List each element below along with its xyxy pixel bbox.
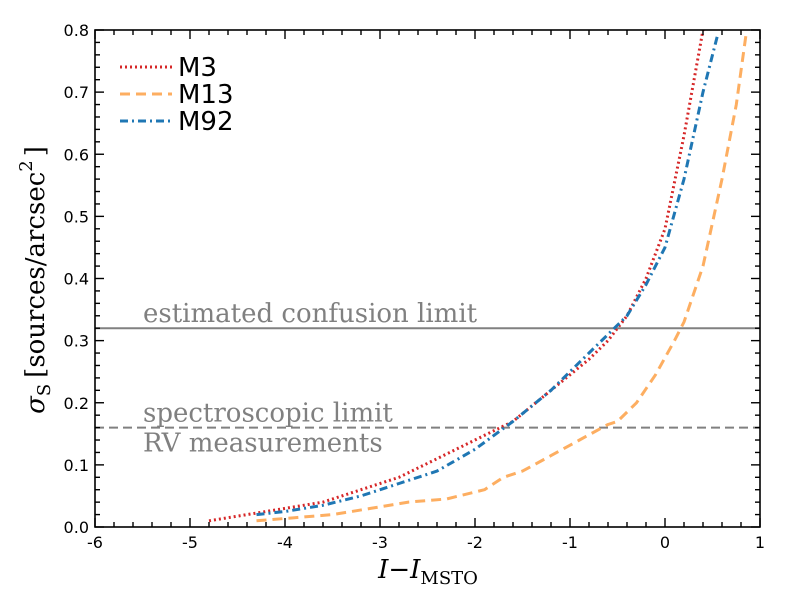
x-tick-label: -6	[87, 533, 103, 552]
x-tick-label: 0	[660, 533, 670, 552]
y-tick-label: 0.4	[64, 270, 89, 289]
y-tick-label: 0.5	[64, 207, 89, 226]
spectroscopic-limit-label: spectroscopic limit	[143, 399, 393, 429]
x-axis-title: I−IMSTO	[377, 555, 478, 589]
x-tick-label: -4	[277, 533, 293, 552]
legend-label-m92: M92	[178, 107, 234, 137]
y-tick-label: 0.1	[64, 456, 89, 475]
confusion-limit-label: estimated confusion limit	[143, 299, 478, 329]
x-tick-label: 1	[755, 533, 765, 552]
x-tick-label: -3	[372, 533, 388, 552]
x-tick-label: -5	[182, 533, 198, 552]
y-tick-label: 0.7	[64, 83, 89, 102]
y-tick-label: 0.3	[64, 332, 89, 351]
legend: M3 M13 M92	[120, 53, 234, 137]
legend-label-m13: M13	[178, 80, 234, 110]
legend-label-m3: M3	[178, 53, 217, 83]
series-line-m92	[256, 35, 719, 517]
y-tick-label: 0.8	[64, 21, 89, 40]
rv-measurements-label: RV measurements	[143, 429, 383, 459]
series-line-m13	[256, 35, 748, 523]
y-tick-label: 0.6	[64, 145, 89, 164]
y-tick-label: 0.2	[64, 394, 89, 413]
y-axis-title: σS[sources/arcsec2]	[16, 146, 55, 414]
x-tick-label: -1	[562, 533, 578, 552]
y-tick-label: 0.0	[64, 518, 89, 537]
x-tick-label: -2	[467, 533, 483, 552]
